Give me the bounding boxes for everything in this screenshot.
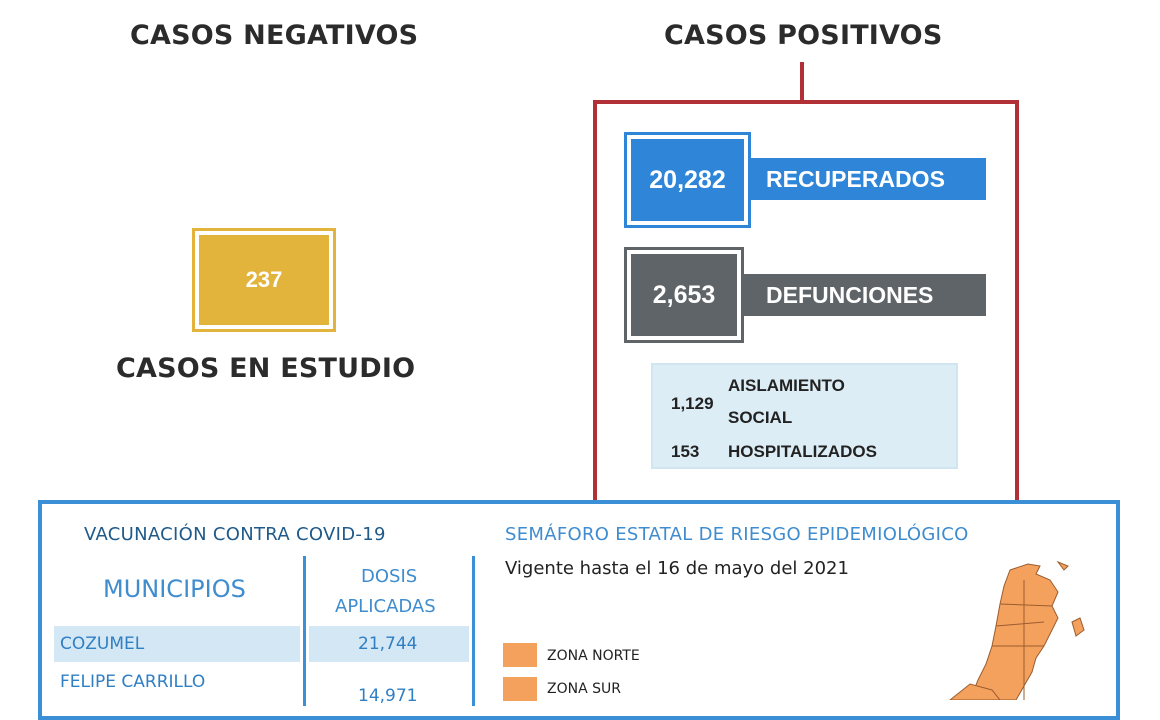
recuperados-box: 20,282 <box>624 132 751 228</box>
table-cell-dosis: 14,971 <box>358 686 418 706</box>
casos-negativos-heading: CASOS NEGATIVOS <box>130 20 419 51</box>
table-row-cozumel-bg-right <box>309 626 469 662</box>
legend-label-zona-norte: ZONA NORTE <box>547 648 640 664</box>
dosis-header-line2: APLICADAS <box>335 596 436 617</box>
aislamiento-label-line2: SOCIAL <box>728 408 793 427</box>
defunciones-label-bar: DEFUNCIONES <box>740 274 986 316</box>
table-row-cozumel-bg-left <box>54 626 300 662</box>
quintana-roo-map <box>949 560 1085 700</box>
positivos-frame <box>593 100 1019 520</box>
bottom-info-panel <box>38 500 1120 720</box>
semaforo-subtitle: Vigente hasta el 16 de mayo del 2021 <box>505 558 849 579</box>
map-zona-sur <box>949 683 1001 700</box>
casos-positivos-heading: CASOS POSITIVOS <box>664 20 943 51</box>
table-cell-municipio: COZUMEL <box>60 634 145 654</box>
municipios-header: MUNICIPIOS <box>103 575 246 603</box>
map-zona-norte <box>969 563 1059 700</box>
casos-en-estudio-value: 237 <box>199 235 329 325</box>
aislamiento-label-line1: AISLAMIENTO <box>728 376 845 395</box>
defunciones-label: DEFUNCIONES <box>766 281 934 308</box>
legend-swatch-zona-sur <box>503 677 537 701</box>
hospitalizados-label: HOSPITALIZADOS <box>728 442 877 461</box>
defunciones-value: 2,653 <box>631 254 737 336</box>
map-island-cozumel <box>1071 617 1085 637</box>
aislamiento-hospitalizados-box <box>651 363 958 469</box>
legend-label-zona-sur: ZONA SUR <box>547 681 621 697</box>
table-column-divider <box>303 556 306 706</box>
dosis-header-line1: DOSIS <box>361 566 418 587</box>
recuperados-label: RECUPERADOS <box>766 165 945 192</box>
aislamiento-value: 1,129 <box>671 394 714 413</box>
recuperados-value: 20,282 <box>631 139 744 221</box>
legend-swatch-zona-norte <box>503 643 537 667</box>
map-district-line <box>992 580 1053 700</box>
positivos-connector-line <box>800 62 804 102</box>
casos-en-estudio-box: 237 <box>192 228 336 332</box>
vacunacion-title: VACUNACIÓN CONTRA COVID-19 <box>84 524 386 545</box>
casos-en-estudio-heading: CASOS EN ESTUDIO <box>116 353 416 384</box>
panel-section-divider <box>472 556 475 706</box>
table-cell-municipio: FELIPE CARRILLO <box>60 672 206 692</box>
defunciones-box: 2,653 <box>624 247 744 343</box>
hospitalizados-value: 153 <box>671 442 700 461</box>
semaforo-title: SEMÁFORO ESTATAL DE RIESGO EPIDEMIOLÓGIC… <box>505 524 969 545</box>
recuperados-label-bar: RECUPERADOS <box>740 158 986 200</box>
map-island-holbox <box>1056 560 1069 571</box>
table-cell-dosis: 21,744 <box>358 634 418 654</box>
